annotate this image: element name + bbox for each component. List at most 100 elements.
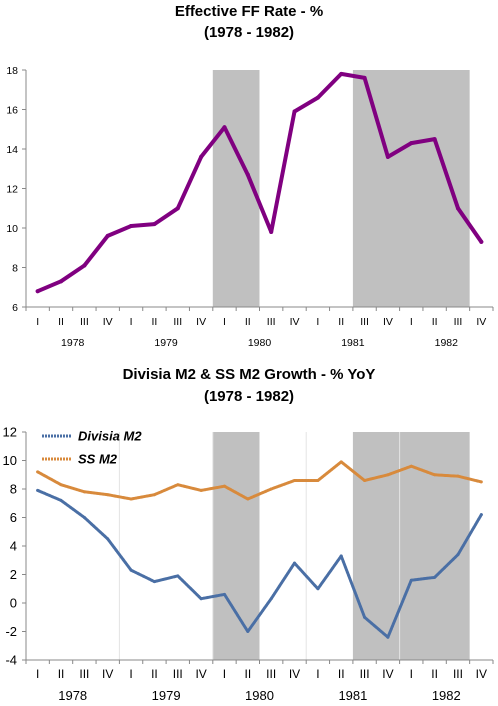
data-point (386, 473, 390, 477)
data-point (269, 597, 273, 601)
year-label: 1982 (432, 688, 461, 703)
data-point (269, 229, 274, 234)
data-point (59, 498, 63, 502)
data-point (409, 141, 414, 146)
data-point (106, 537, 110, 541)
y-tick-label: 18 (6, 65, 18, 77)
data-point (316, 587, 320, 591)
year-label: 1979 (152, 688, 181, 703)
data-point (386, 635, 390, 639)
quarter-label: IV (383, 316, 393, 328)
quarter-label: II (58, 667, 65, 681)
quarter-label: IV (290, 316, 300, 328)
y-tick-label: 10 (6, 223, 18, 235)
data-point (363, 615, 367, 619)
year-label: 1978 (58, 688, 87, 703)
quarter-label: III (80, 316, 89, 328)
y-tick-label: 14 (6, 144, 18, 156)
data-point (292, 109, 297, 114)
year-label: 1981 (338, 688, 367, 703)
quarter-label: III (453, 667, 463, 681)
data-point (129, 497, 133, 501)
data-point (479, 480, 483, 484)
quarter-label: IV (382, 667, 393, 681)
chart1-title: Effective FF Rate - % (174, 3, 324, 20)
y-tick-label: -4 (5, 653, 17, 668)
data-point (176, 483, 180, 487)
quarter-label: II (338, 667, 345, 681)
quarter-label: III (79, 667, 89, 681)
y-tick-label: 16 (6, 104, 18, 116)
data-point (245, 172, 250, 177)
quarter-label: III (360, 316, 369, 328)
quarter-label: II (432, 316, 438, 328)
y-tick-label: 12 (6, 183, 18, 195)
quarter-label: IV (289, 667, 300, 681)
data-point (339, 460, 343, 464)
data-point (199, 154, 204, 159)
y-tick-label: 2 (10, 567, 17, 582)
data-point (199, 488, 203, 492)
legend-ss-m2-label: SS M2 (78, 452, 118, 467)
data-point (433, 473, 437, 477)
data-point (82, 263, 87, 268)
quarter-label: IV (102, 667, 113, 681)
data-point (175, 206, 180, 211)
year-label: 1978 (61, 337, 85, 349)
quarter-label: IV (103, 316, 113, 328)
quarter-label: IV (196, 316, 206, 328)
y-tick-label: 4 (10, 539, 17, 554)
ss-m2-line (36, 460, 483, 501)
quarter-label: I (36, 316, 39, 328)
quarter-label: III (267, 316, 276, 328)
y-tick-label: 8 (10, 482, 17, 497)
data-point (36, 470, 40, 474)
data-point (222, 125, 227, 130)
y-tick-label: 10 (3, 453, 17, 468)
data-point (199, 597, 203, 601)
quarter-label: I (316, 667, 319, 681)
data-point (363, 478, 367, 482)
data-point (222, 592, 226, 596)
divisia-m2-line (36, 488, 483, 639)
y-tick-label: 6 (10, 510, 17, 525)
quarter-label: III (360, 667, 370, 681)
quarter-label: II (338, 316, 344, 328)
year-label: 1979 (154, 337, 178, 349)
quarter-label: II (245, 316, 251, 328)
data-point (152, 222, 157, 227)
data-point (479, 513, 483, 517)
quarter-label: IV (476, 667, 487, 681)
data-point (456, 553, 460, 557)
data-point (456, 474, 460, 478)
year-label: 1981 (341, 337, 365, 349)
data-point (36, 488, 40, 492)
chart2-subtitle: (1978 - 1982) (203, 388, 295, 405)
data-point (339, 71, 344, 76)
data-point (316, 478, 320, 482)
quarter-label: III (173, 667, 183, 681)
y-tick-label: 12 (3, 425, 17, 440)
data-point (455, 206, 460, 211)
data-point (222, 484, 226, 488)
data-point (339, 554, 343, 558)
quarter-label: I (223, 667, 226, 681)
quarter-label: IV (476, 316, 486, 328)
chart1-subtitle: (1978 - 1982) (203, 24, 295, 41)
data-point (315, 95, 320, 100)
data-point (35, 289, 40, 294)
data-point (246, 497, 250, 501)
data-point (432, 137, 437, 142)
quarter-label: I (316, 316, 319, 328)
quarter-label: II (151, 667, 158, 681)
y-tick-label: -2 (5, 624, 17, 639)
y-tick-label: 6 (12, 302, 18, 314)
data-point (293, 561, 297, 565)
data-point (152, 580, 156, 584)
quarter-label: I (36, 667, 39, 681)
data-point (479, 239, 484, 244)
year-label: 1982 (435, 337, 459, 349)
data-point (152, 493, 156, 497)
data-point (59, 483, 63, 487)
